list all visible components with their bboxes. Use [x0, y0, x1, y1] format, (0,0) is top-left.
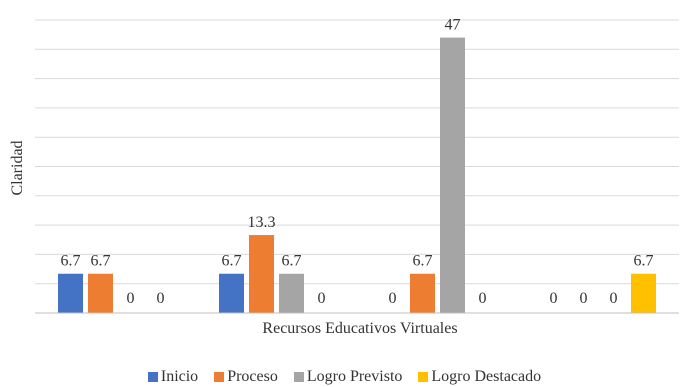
x-axis-title: Recursos Educativos Virtuales: [262, 320, 457, 337]
data-label: 13.3: [248, 214, 276, 231]
legend-label: Logro Previsto: [306, 368, 403, 385]
legend-swatch: [293, 372, 304, 382]
legend-swatch: [214, 372, 225, 382]
bar-inicio: [219, 273, 244, 313]
bar-inicio: [58, 273, 83, 313]
data-label: 0: [580, 290, 588, 307]
bar-proceso: [88, 273, 113, 313]
legend-label: Proceso: [227, 368, 278, 385]
legend-item: Inicio: [147, 368, 199, 386]
y-axis-title: Claridad: [9, 140, 26, 195]
data-label: 0: [389, 290, 397, 307]
data-label: 0: [479, 290, 487, 307]
legend-swatch: [147, 372, 158, 382]
gridlines: [35, 19, 679, 285]
legend-label: Logro Destacado: [431, 368, 542, 385]
data-label: 0: [127, 290, 135, 307]
bar-logro-destacado: [631, 273, 656, 313]
data-label: 0: [157, 290, 165, 307]
data-label: 6.7: [413, 253, 433, 270]
legend: Inicio Proceso Logro Previsto Logro Destaca…: [0, 367, 689, 387]
data-label: 6.7: [61, 253, 81, 270]
bar-proceso: [410, 273, 435, 313]
data-label: 6.7: [222, 253, 242, 270]
legend-label: Inicio: [160, 368, 199, 385]
bars: [58, 37, 656, 314]
data-label: 6.7: [282, 253, 302, 270]
bar-logro-previsto: [279, 273, 304, 313]
data-label: 6.7: [634, 253, 654, 270]
bar-logro-previsto: [440, 37, 465, 314]
data-label: 0: [550, 290, 558, 307]
data-label: 0: [610, 290, 618, 307]
data-label: 47: [445, 17, 461, 34]
data-labels: 6.7 6.7 0 0 6.7 13.3 6.7 0 0 6.7 47 0 0 0 0 6.7: [61, 17, 654, 307]
legend-item: Logro Destacado: [418, 368, 541, 386]
legend-item: Proceso: [214, 368, 278, 386]
data-label: 0: [318, 290, 326, 307]
legend-swatch: [418, 372, 429, 382]
data-label: 6.7: [91, 253, 111, 270]
bar-proceso: [249, 235, 274, 313]
legend-item: Logro Previsto: [293, 368, 403, 386]
